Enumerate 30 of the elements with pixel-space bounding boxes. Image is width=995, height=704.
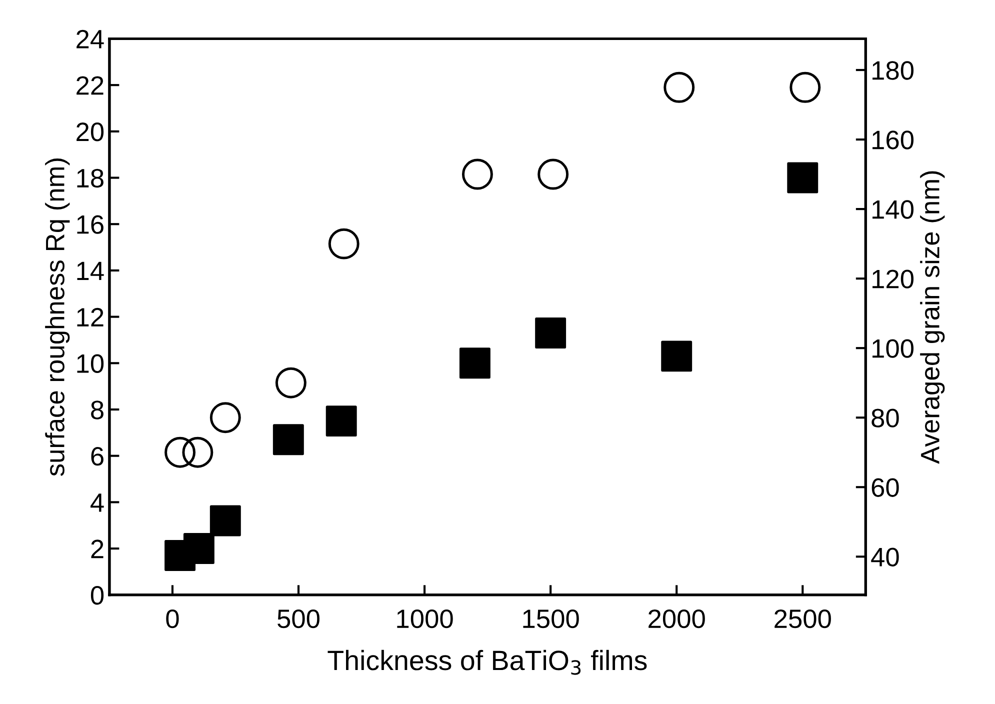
y-tick-label: 4: [90, 494, 104, 512]
y2-tick-label: 140: [872, 200, 914, 219]
y-tick-label: 14: [77, 262, 104, 280]
y-tick-label: 12: [77, 308, 104, 326]
x-tick-label: 2500: [774, 609, 831, 628]
x-tick-label: 1500: [523, 609, 579, 628]
y2-tick-label: 120: [872, 270, 914, 288]
y-tick-label: 8: [91, 400, 104, 420]
y2-tick-label: 100: [872, 339, 914, 358]
y2-tick-label: 180: [872, 61, 914, 80]
y-tick-label: 22: [76, 76, 104, 95]
y-tick-label: 18: [77, 168, 104, 188]
y-tick-label: 0: [90, 586, 104, 605]
y2-tick-label: 60: [872, 478, 899, 497]
y2-tick-label: 80: [872, 408, 899, 428]
y-tick-label: 2: [91, 540, 104, 558]
x-tick-label: 0: [166, 609, 179, 628]
y-axis-title: surface roughness Rq (nm): [45, 158, 70, 476]
y2-tick-label: 40: [871, 548, 899, 566]
y-tick-label: 24: [76, 30, 104, 48]
y-tick-label: 16: [77, 215, 104, 234]
y-tick-label: 10: [77, 354, 104, 373]
y2-tick-label: 160: [872, 130, 914, 150]
y2-axis-title: Averaged grain size (nm): [920, 171, 945, 464]
x-tick-label: 1000: [397, 609, 453, 628]
y-tick-label: 20: [76, 122, 104, 142]
x-tick-label: 2000: [648, 609, 705, 628]
x-tick-label: 500: [278, 609, 320, 628]
x-axis-title: Thickness of BaTiO$_{3}$ films: [328, 650, 647, 675]
y-tick-label: 6: [91, 446, 104, 466]
